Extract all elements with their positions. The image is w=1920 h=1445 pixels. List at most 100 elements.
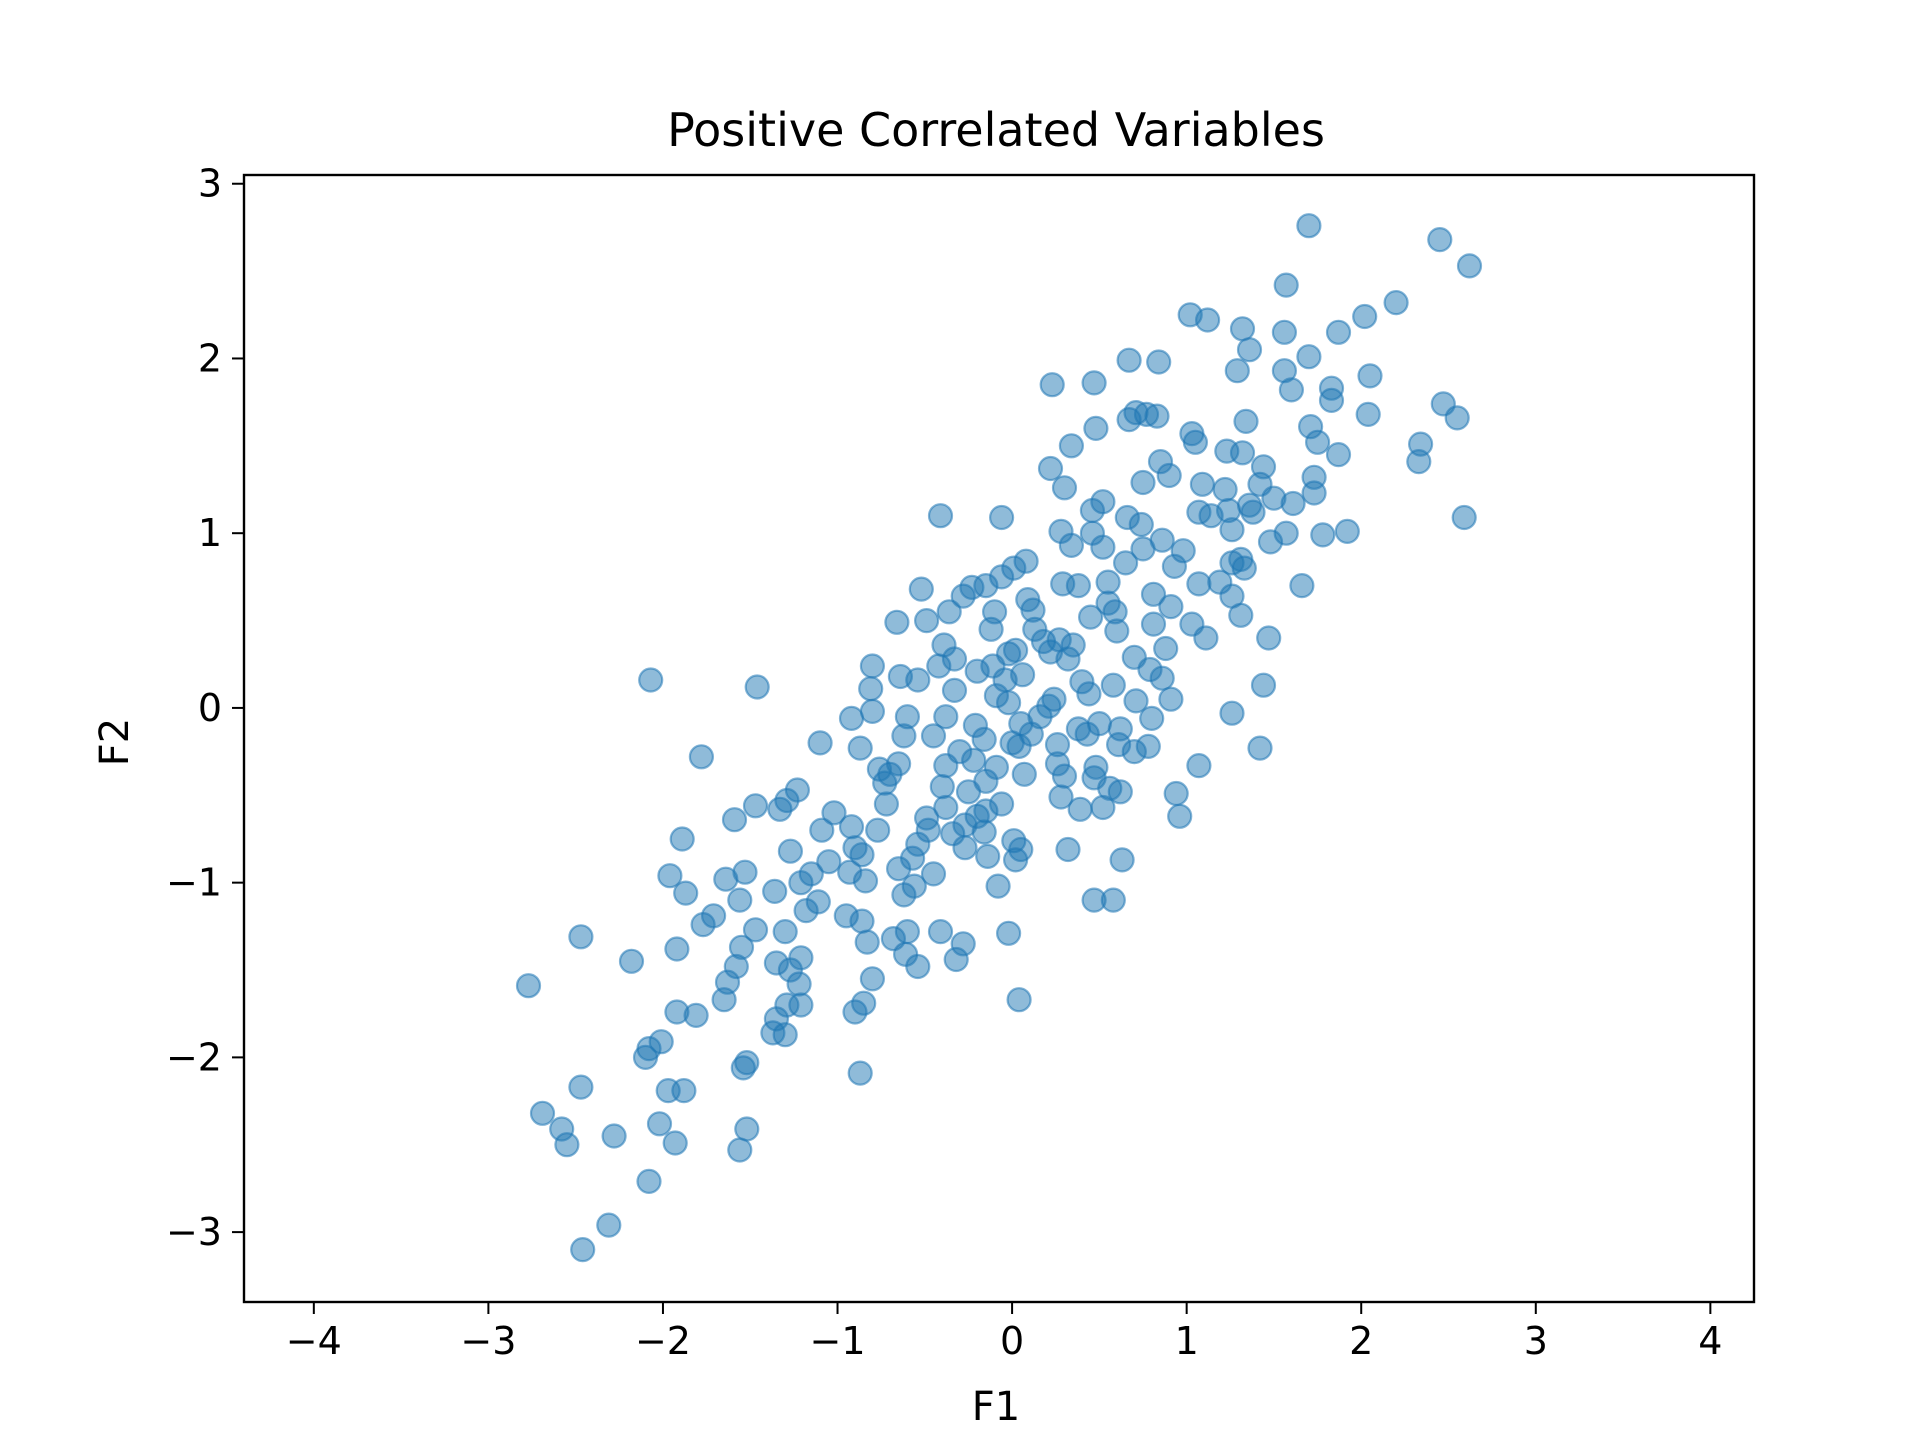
- data-point: [927, 503, 954, 529]
- data-point: [1219, 517, 1245, 543]
- data-point: [1123, 688, 1149, 714]
- data-point: [1041, 686, 1067, 712]
- data-point: [1039, 372, 1065, 398]
- data-point: [995, 920, 1022, 946]
- data-point: [964, 803, 990, 829]
- data-point: [859, 653, 886, 679]
- data-point: [913, 607, 940, 634]
- data-point: [772, 1022, 798, 1048]
- data-point: [690, 911, 716, 938]
- data-point: [1153, 635, 1179, 662]
- x-axis-label: F1: [972, 1384, 1020, 1430]
- data-point: [1233, 408, 1259, 434]
- data-point: [1077, 604, 1104, 630]
- data-point: [711, 987, 737, 1013]
- data-point: [877, 761, 903, 787]
- data-point: [964, 658, 990, 684]
- data-point: [891, 882, 917, 908]
- data-point: [1355, 401, 1381, 427]
- data-point: [1357, 363, 1383, 389]
- data-point: [807, 730, 833, 756]
- data-point: [1081, 370, 1107, 396]
- plot-area-frame: [242, 173, 1756, 1304]
- data-point: [894, 704, 921, 730]
- x-tick-label: 0: [1000, 1319, 1024, 1363]
- data-point: [636, 1168, 662, 1195]
- data-point: [1427, 227, 1453, 253]
- data-point: [1065, 716, 1092, 742]
- data-point: [936, 599, 962, 625]
- data-point: [920, 723, 947, 749]
- data-point: [1055, 836, 1081, 863]
- data-point: [1325, 319, 1352, 345]
- data-point: [515, 973, 542, 999]
- data-point: [885, 856, 912, 882]
- data-point: [1065, 572, 1092, 599]
- data-point: [905, 953, 931, 980]
- data-point: [1144, 403, 1170, 429]
- data-point: [1121, 738, 1147, 765]
- data-point: [1444, 405, 1470, 431]
- data-point: [1383, 290, 1409, 316]
- y-tick-label: 0: [198, 686, 222, 730]
- data-point: [1247, 735, 1273, 761]
- data-point: [1030, 628, 1057, 655]
- data-point: [915, 817, 941, 843]
- data-point: [865, 817, 891, 843]
- data-point: [1194, 307, 1221, 333]
- data-point: [1140, 581, 1167, 607]
- data-point: [1229, 316, 1256, 342]
- data-point: [1198, 503, 1224, 529]
- data-point: [713, 866, 739, 892]
- data-point: [821, 800, 847, 826]
- data-point: [1079, 497, 1106, 524]
- data-point: [1273, 272, 1299, 298]
- data-point: [1170, 538, 1196, 564]
- data-point: [1240, 499, 1266, 525]
- data-point: [1139, 705, 1165, 732]
- x-tick-label: −1: [810, 1319, 866, 1363]
- data-point: [1182, 429, 1209, 455]
- data-point: [688, 744, 715, 770]
- data-point: [1102, 599, 1128, 625]
- data-point: [793, 897, 819, 924]
- data-point: [1116, 347, 1142, 373]
- data-point: [1231, 555, 1257, 581]
- data-point: [1193, 625, 1219, 651]
- data-point: [941, 677, 968, 704]
- data-point: [664, 936, 690, 962]
- data-point: [1271, 319, 1298, 345]
- data-point: [927, 918, 954, 945]
- data-point: [742, 793, 769, 819]
- x-tick-label: 4: [1698, 1319, 1722, 1363]
- data-point: [1100, 887, 1126, 913]
- data-point: [1163, 780, 1189, 807]
- data-point: [1095, 569, 1121, 595]
- data-point: [852, 868, 879, 894]
- data-point: [1257, 529, 1284, 555]
- data-point: [950, 583, 976, 609]
- data-point: [786, 971, 812, 997]
- data-point: [933, 704, 959, 730]
- data-point: [1289, 572, 1315, 599]
- data-point: [842, 999, 868, 1025]
- data-point: [1280, 490, 1306, 517]
- data-point: [601, 1123, 627, 1149]
- data-point: [1107, 779, 1133, 805]
- data-point: [1140, 611, 1167, 637]
- data-point: [638, 667, 664, 693]
- data-point: [988, 504, 1015, 531]
- data-point: [838, 705, 865, 732]
- data-point: [1090, 794, 1116, 821]
- data-point: [929, 773, 955, 800]
- data-point: [961, 747, 987, 773]
- data-point: [777, 838, 804, 864]
- data-point: [1212, 476, 1238, 503]
- data-point: [1055, 646, 1081, 672]
- data-point: [1116, 407, 1142, 433]
- data-point: [1256, 625, 1282, 651]
- data-point: [1250, 672, 1277, 698]
- data-point: [973, 572, 999, 599]
